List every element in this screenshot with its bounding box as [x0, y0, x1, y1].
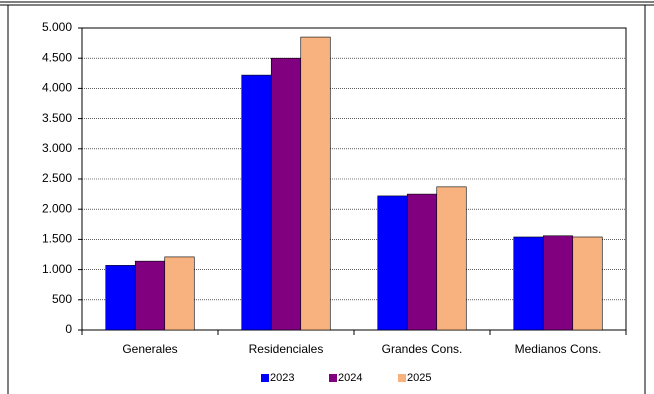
bar — [241, 74, 272, 331]
x-tick-label: Grandes Cons. — [382, 342, 463, 356]
y-tick-label: 3.000 — [42, 141, 72, 155]
bar — [406, 193, 438, 331]
y-tick-label: 2.500 — [42, 171, 72, 185]
y-tick-label: 4.000 — [42, 81, 72, 95]
y-tick-label: 3.500 — [42, 111, 72, 125]
y-tick-label: 0 — [65, 322, 72, 336]
y-tick-label: 5.000 — [42, 20, 72, 34]
legend-label: 2025 — [407, 372, 431, 384]
y-tick-label: 1.000 — [42, 262, 72, 276]
y-tick-label: 500 — [52, 292, 72, 306]
bar — [105, 265, 136, 331]
bar — [542, 235, 574, 331]
legend-label: 2023 — [270, 372, 294, 384]
bar — [164, 256, 195, 331]
x-tick-label: Medianos Cons. — [515, 342, 602, 356]
legend-swatch — [398, 374, 406, 382]
bar — [572, 236, 603, 331]
bar — [134, 260, 166, 331]
bar — [377, 195, 408, 331]
bar — [270, 57, 302, 331]
x-tick-label: Generales — [122, 342, 177, 356]
legend-swatch — [329, 374, 337, 382]
y-tick-label: 4.500 — [42, 50, 72, 64]
x-tick-label: Residenciales — [249, 342, 324, 356]
y-tick-label: 1.500 — [42, 232, 72, 246]
legend-label: 2024 — [338, 372, 362, 384]
legend-swatch — [261, 374, 269, 382]
bar — [513, 236, 544, 331]
y-tick-label: 2.000 — [42, 201, 72, 215]
bar — [300, 36, 331, 331]
bar — [436, 186, 467, 331]
